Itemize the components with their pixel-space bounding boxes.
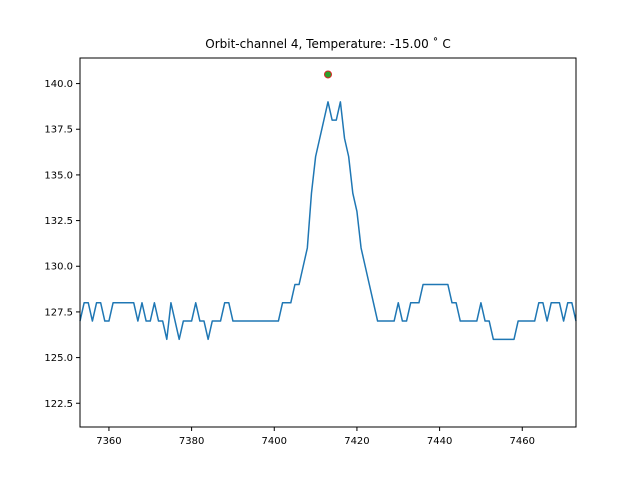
x-tick-label: 7440 <box>427 436 452 447</box>
x-tick-label: 7460 <box>510 436 535 447</box>
x-axis-ticks: 7360 7380 7400 7420 7440 7460 <box>96 427 535 447</box>
y-tick-label: 127.5 <box>44 307 73 318</box>
y-tick-label: 135.0 <box>44 170 73 181</box>
x-tick-label: 7360 <box>96 436 121 447</box>
y-tick-label: 137.5 <box>44 125 73 136</box>
y-tick-label: 130.0 <box>44 262 73 273</box>
y-tick-label: 140.0 <box>44 79 73 90</box>
x-tick-label: 7400 <box>262 436 287 447</box>
y-tick-label: 122.5 <box>44 399 73 410</box>
chart-title: Orbit-channel 4, Temperature: -15.00 ˚ C <box>205 36 451 51</box>
x-tick-label: 7420 <box>344 436 369 447</box>
x-tick-label: 7380 <box>179 436 204 447</box>
series-line <box>79 101 577 341</box>
plot-area <box>80 58 576 427</box>
y-tick-label: 132.5 <box>44 216 73 227</box>
plot-frame <box>79 57 577 428</box>
y-axis-ticks: 122.5 125.0 127.5 130.0 132.5 135.0 137.5 140.0 <box>44 79 80 410</box>
series-layer <box>79 101 577 341</box>
y-tick-label: 125.0 <box>44 353 73 364</box>
marker-layer <box>324 70 332 79</box>
peak-marker <box>324 70 332 79</box>
